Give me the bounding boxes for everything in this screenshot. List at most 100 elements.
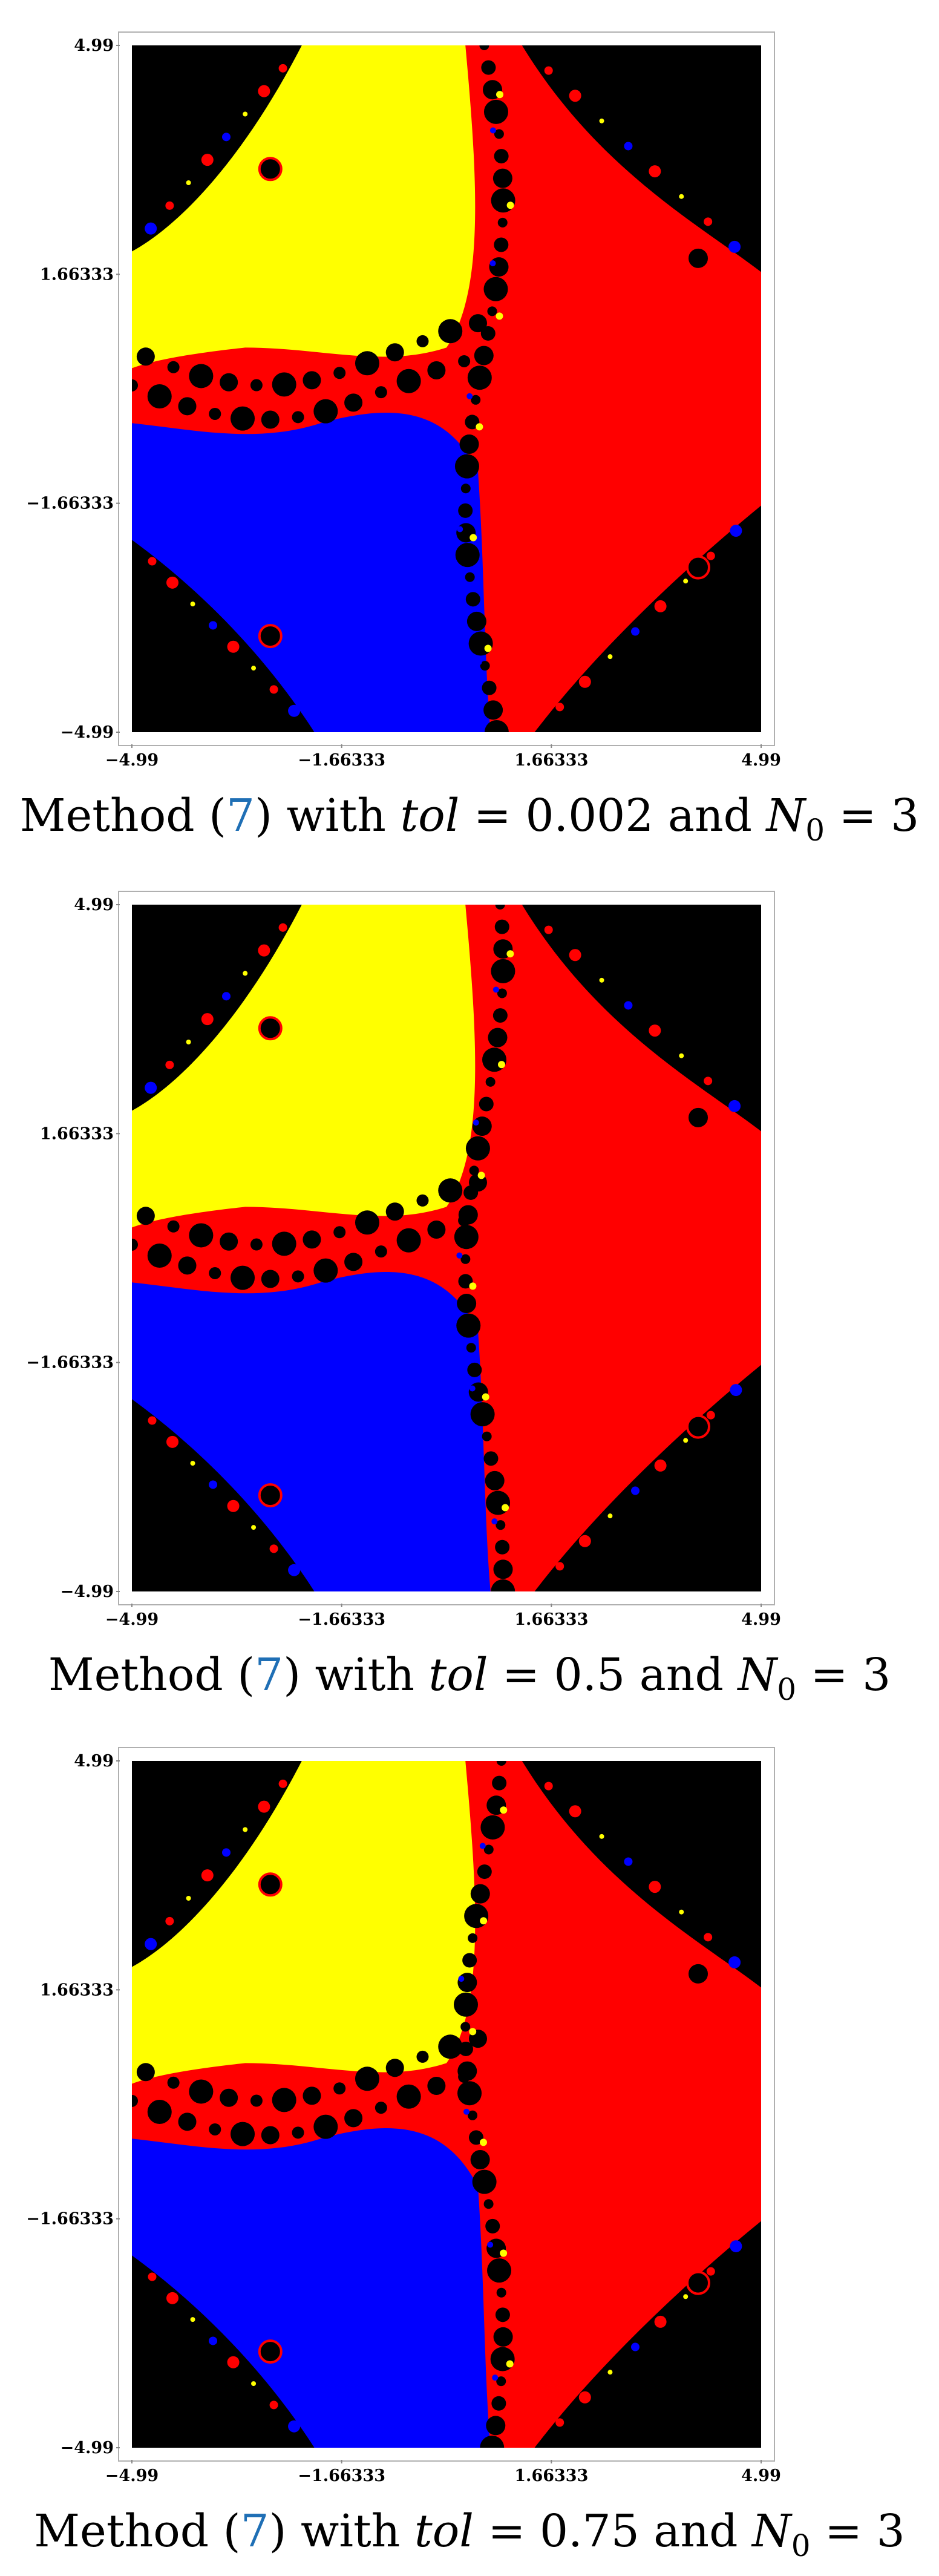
fractal-blob [578, 1535, 591, 1547]
equation-ref-link[interactable]: 7 [240, 2505, 269, 2557]
fractal-blob [488, 1027, 508, 1047]
fractal-blob [469, 1165, 479, 1176]
fractal-blob [599, 977, 604, 983]
fractal-blob [178, 1256, 197, 1275]
fractal-blob [500, 1806, 508, 1814]
y-tick-label: 1.66333 [40, 1981, 114, 1999]
basin-regions [132, 905, 761, 1591]
fractal-blob [344, 393, 363, 412]
fractal-blob [679, 194, 684, 199]
fractal-blob [243, 111, 248, 117]
fractal-blob [706, 551, 715, 560]
chart-caption: Method (7) with tol = 0.5 and N0 = 3 [48, 1649, 891, 1707]
equation-ref-link[interactable]: 7 [255, 1649, 284, 1701]
fractal-blob [460, 483, 471, 494]
fractal-blob [683, 1438, 689, 1443]
fractal-blob [209, 1267, 221, 1279]
fractal-blob [494, 129, 504, 139]
plot-frame [118, 1747, 775, 2462]
fractal-blob [463, 1185, 479, 1200]
fractal-blob [480, 661, 490, 671]
fractal-blob [456, 1313, 481, 1338]
fractal-bulb [686, 1105, 710, 1130]
fractal-blob [231, 1265, 255, 1290]
fractal-blob [494, 237, 509, 252]
chart-caption: Method (7) with tol = 0.75 and N0 = 3 [34, 2505, 905, 2563]
fractal-blob [469, 534, 477, 542]
fractal-bulb [686, 1961, 710, 1986]
fractal-blob [251, 2381, 257, 2387]
basin-black-tr [522, 45, 761, 272]
x-tick-label: −4.99 [105, 2466, 159, 2485]
fractal-blob [624, 142, 633, 151]
fractal-blob [506, 202, 514, 209]
fractal-bulb [258, 1016, 283, 1041]
fractal-blob [455, 543, 480, 568]
fractal-blob [243, 1827, 248, 1832]
fractal-blob [470, 1884, 490, 1904]
fractal-blob [497, 988, 507, 998]
fractal-blob [491, 959, 515, 983]
fractal-blob [483, 1451, 499, 1466]
fractal-blob [261, 2126, 280, 2145]
fractal-blob [222, 133, 231, 142]
chart-caption: Method (7) with tol = 0.002 and N0 = 3 [19, 790, 920, 848]
fractal-blob [469, 2028, 477, 2036]
fractal-blob [469, 314, 487, 333]
x-tick-label: 1.66333 [514, 751, 588, 770]
fractal-blob [465, 592, 480, 607]
fractal-blob [148, 557, 157, 566]
plot-frame [118, 31, 775, 746]
fractal-blob [457, 1973, 477, 1993]
fractal-blob [489, 127, 496, 134]
fractal-blob [679, 1909, 684, 1915]
fractal-blob [496, 91, 504, 99]
fractal-blob [251, 1525, 257, 1530]
fractal-blob [476, 423, 483, 431]
fractal-blob [227, 640, 240, 653]
fractal-blob [145, 1081, 157, 1094]
fractal-blob [496, 1520, 506, 1530]
fractal-blob [375, 386, 387, 399]
fractal-blob [631, 1486, 640, 1495]
fractal-blob [222, 1848, 231, 1857]
fractal-blob [258, 944, 270, 957]
fractal-blob [654, 2315, 667, 2328]
fractal-blob [132, 379, 138, 392]
chart-panel-2: −4.99 −1.66333 1.66333 4.99 4.99 1.66333 −1.66… [0, 859, 939, 1707]
fractal-blob [292, 411, 304, 424]
fractal-blob [624, 1001, 633, 1010]
fractal-blob [631, 2342, 640, 2352]
fractal-blob [465, 415, 480, 430]
fractal-blob [482, 1431, 492, 1441]
fractal-blob [145, 222, 157, 235]
fractal-blob [333, 2082, 346, 2095]
fractal-blob [165, 1916, 174, 1925]
fractal-blob [494, 919, 509, 934]
fractal-blob [251, 666, 257, 671]
fractal-blob [631, 627, 640, 636]
fractal-blob [483, 277, 508, 301]
fractal-blob [483, 2199, 494, 2209]
equation-ref-link[interactable]: 7 [226, 790, 255, 842]
fractal-blob [458, 1976, 465, 1982]
x-tick-label: −1.66333 [298, 1610, 385, 1629]
y-tick-label: −1.66333 [26, 2210, 114, 2229]
x-tick-label: 4.99 [741, 751, 781, 770]
basin-regions [132, 45, 761, 732]
fractal-blob [167, 1220, 180, 1233]
fractal-blob [457, 2061, 477, 2081]
fractal-blob [544, 1781, 553, 1791]
fractal-blob [313, 2114, 338, 2139]
fractal-blob [459, 434, 479, 454]
fractal-blob [654, 600, 667, 612]
fractal-blob [385, 1202, 404, 1221]
fractal-blob [396, 2084, 421, 2109]
fractal-blob [457, 1294, 477, 1314]
basin-black-bl [132, 540, 315, 732]
fractal-blob [730, 1384, 742, 1397]
fractal-blob [333, 367, 346, 379]
fractal-blob [495, 1539, 510, 1555]
fractal-blob [165, 201, 174, 210]
fractal-blob [730, 2240, 742, 2253]
